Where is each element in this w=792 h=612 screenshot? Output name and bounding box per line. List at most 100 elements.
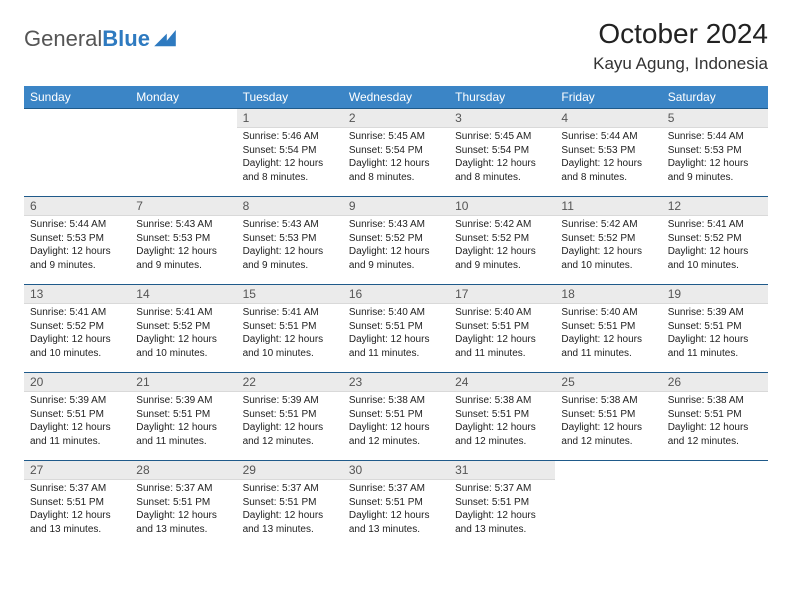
- day-number: 19: [662, 285, 768, 304]
- calendar-cell: 11Sunrise: 5:42 AMSunset: 5:52 PMDayligh…: [555, 197, 661, 285]
- calendar-cell: [24, 109, 130, 197]
- day-number: 3: [449, 109, 555, 128]
- month-title: October 2024: [593, 18, 768, 50]
- day-number: 26: [662, 373, 768, 392]
- day-details: Sunrise: 5:43 AMSunset: 5:53 PMDaylight:…: [237, 216, 343, 276]
- calendar-cell: 19Sunrise: 5:39 AMSunset: 5:51 PMDayligh…: [662, 285, 768, 373]
- calendar-cell: 1Sunrise: 5:46 AMSunset: 5:54 PMDaylight…: [237, 109, 343, 197]
- day-number: 16: [343, 285, 449, 304]
- day-details: Sunrise: 5:41 AMSunset: 5:52 PMDaylight:…: [662, 216, 768, 276]
- day-details: Sunrise: 5:39 AMSunset: 5:51 PMDaylight:…: [24, 392, 130, 452]
- calendar-cell: 9Sunrise: 5:43 AMSunset: 5:52 PMDaylight…: [343, 197, 449, 285]
- calendar-cell: 18Sunrise: 5:40 AMSunset: 5:51 PMDayligh…: [555, 285, 661, 373]
- weekday-header: Tuesday: [237, 86, 343, 109]
- day-details: Sunrise: 5:41 AMSunset: 5:51 PMDaylight:…: [237, 304, 343, 364]
- calendar-cell: 14Sunrise: 5:41 AMSunset: 5:52 PMDayligh…: [130, 285, 236, 373]
- day-details: Sunrise: 5:46 AMSunset: 5:54 PMDaylight:…: [237, 128, 343, 188]
- calendar-cell: 16Sunrise: 5:40 AMSunset: 5:51 PMDayligh…: [343, 285, 449, 373]
- day-number: 11: [555, 197, 661, 216]
- day-number: 24: [449, 373, 555, 392]
- day-details: Sunrise: 5:42 AMSunset: 5:52 PMDaylight:…: [449, 216, 555, 276]
- day-details: Sunrise: 5:44 AMSunset: 5:53 PMDaylight:…: [555, 128, 661, 188]
- day-details: Sunrise: 5:44 AMSunset: 5:53 PMDaylight:…: [662, 128, 768, 188]
- calendar-cell: 20Sunrise: 5:39 AMSunset: 5:51 PMDayligh…: [24, 373, 130, 461]
- logo-arrow-icon: [154, 30, 176, 48]
- day-details: Sunrise: 5:45 AMSunset: 5:54 PMDaylight:…: [449, 128, 555, 188]
- day-number: 8: [237, 197, 343, 216]
- calendar-cell: 30Sunrise: 5:37 AMSunset: 5:51 PMDayligh…: [343, 461, 449, 549]
- day-number: 21: [130, 373, 236, 392]
- calendar-cell: 5Sunrise: 5:44 AMSunset: 5:53 PMDaylight…: [662, 109, 768, 197]
- day-number: 5: [662, 109, 768, 128]
- calendar-cell: 6Sunrise: 5:44 AMSunset: 5:53 PMDaylight…: [24, 197, 130, 285]
- calendar-row: 27Sunrise: 5:37 AMSunset: 5:51 PMDayligh…: [24, 461, 768, 549]
- logo: GeneralBlue: [24, 18, 176, 52]
- day-details: Sunrise: 5:43 AMSunset: 5:52 PMDaylight:…: [343, 216, 449, 276]
- day-details: Sunrise: 5:45 AMSunset: 5:54 PMDaylight:…: [343, 128, 449, 188]
- calendar-cell: 21Sunrise: 5:39 AMSunset: 5:51 PMDayligh…: [130, 373, 236, 461]
- calendar-cell: 12Sunrise: 5:41 AMSunset: 5:52 PMDayligh…: [662, 197, 768, 285]
- day-details: Sunrise: 5:40 AMSunset: 5:51 PMDaylight:…: [555, 304, 661, 364]
- day-number: 29: [237, 461, 343, 480]
- day-number: 27: [24, 461, 130, 480]
- day-details: Sunrise: 5:43 AMSunset: 5:53 PMDaylight:…: [130, 216, 236, 276]
- day-number: 30: [343, 461, 449, 480]
- calendar-cell: 17Sunrise: 5:40 AMSunset: 5:51 PMDayligh…: [449, 285, 555, 373]
- day-details: Sunrise: 5:37 AMSunset: 5:51 PMDaylight:…: [130, 480, 236, 540]
- day-number: 9: [343, 197, 449, 216]
- weekday-header: Thursday: [449, 86, 555, 109]
- calendar-cell: [555, 461, 661, 549]
- day-details: Sunrise: 5:39 AMSunset: 5:51 PMDaylight:…: [662, 304, 768, 364]
- calendar-cell: 8Sunrise: 5:43 AMSunset: 5:53 PMDaylight…: [237, 197, 343, 285]
- calendar-cell: 2Sunrise: 5:45 AMSunset: 5:54 PMDaylight…: [343, 109, 449, 197]
- calendar-cell: 10Sunrise: 5:42 AMSunset: 5:52 PMDayligh…: [449, 197, 555, 285]
- weekday-header: Saturday: [662, 86, 768, 109]
- day-number: 12: [662, 197, 768, 216]
- logo-part1: General: [24, 26, 102, 51]
- day-details: Sunrise: 5:40 AMSunset: 5:51 PMDaylight:…: [343, 304, 449, 364]
- calendar-cell: 31Sunrise: 5:37 AMSunset: 5:51 PMDayligh…: [449, 461, 555, 549]
- day-number: 31: [449, 461, 555, 480]
- calendar-row: 6Sunrise: 5:44 AMSunset: 5:53 PMDaylight…: [24, 197, 768, 285]
- calendar-cell: 24Sunrise: 5:38 AMSunset: 5:51 PMDayligh…: [449, 373, 555, 461]
- day-details: Sunrise: 5:44 AMSunset: 5:53 PMDaylight:…: [24, 216, 130, 276]
- calendar-body: 1Sunrise: 5:46 AMSunset: 5:54 PMDaylight…: [24, 109, 768, 549]
- day-details: Sunrise: 5:37 AMSunset: 5:51 PMDaylight:…: [343, 480, 449, 540]
- day-number: 20: [24, 373, 130, 392]
- day-number: 17: [449, 285, 555, 304]
- day-number: 14: [130, 285, 236, 304]
- day-number: 22: [237, 373, 343, 392]
- day-details: Sunrise: 5:38 AMSunset: 5:51 PMDaylight:…: [555, 392, 661, 452]
- day-details: Sunrise: 5:37 AMSunset: 5:51 PMDaylight:…: [24, 480, 130, 540]
- weekday-header-row: SundayMondayTuesdayWednesdayThursdayFrid…: [24, 86, 768, 109]
- day-number: 10: [449, 197, 555, 216]
- calendar-cell: 23Sunrise: 5:38 AMSunset: 5:51 PMDayligh…: [343, 373, 449, 461]
- day-number: 25: [555, 373, 661, 392]
- calendar-cell: [662, 461, 768, 549]
- calendar-cell: 15Sunrise: 5:41 AMSunset: 5:51 PMDayligh…: [237, 285, 343, 373]
- day-details: Sunrise: 5:39 AMSunset: 5:51 PMDaylight:…: [130, 392, 236, 452]
- day-number: 15: [237, 285, 343, 304]
- calendar-cell: 29Sunrise: 5:37 AMSunset: 5:51 PMDayligh…: [237, 461, 343, 549]
- calendar-cell: 28Sunrise: 5:37 AMSunset: 5:51 PMDayligh…: [130, 461, 236, 549]
- logo-text: GeneralBlue: [24, 26, 150, 52]
- day-details: Sunrise: 5:38 AMSunset: 5:51 PMDaylight:…: [662, 392, 768, 452]
- day-number: 18: [555, 285, 661, 304]
- calendar-cell: 4Sunrise: 5:44 AMSunset: 5:53 PMDaylight…: [555, 109, 661, 197]
- day-number: 28: [130, 461, 236, 480]
- day-number: 7: [130, 197, 236, 216]
- calendar-cell: 7Sunrise: 5:43 AMSunset: 5:53 PMDaylight…: [130, 197, 236, 285]
- weekday-header: Friday: [555, 86, 661, 109]
- calendar-cell: 27Sunrise: 5:37 AMSunset: 5:51 PMDayligh…: [24, 461, 130, 549]
- logo-part2: Blue: [102, 26, 150, 51]
- day-number: 4: [555, 109, 661, 128]
- day-details: Sunrise: 5:40 AMSunset: 5:51 PMDaylight:…: [449, 304, 555, 364]
- calendar-row: 13Sunrise: 5:41 AMSunset: 5:52 PMDayligh…: [24, 285, 768, 373]
- day-details: Sunrise: 5:42 AMSunset: 5:52 PMDaylight:…: [555, 216, 661, 276]
- day-number: 23: [343, 373, 449, 392]
- calendar-cell: [130, 109, 236, 197]
- weekday-header: Monday: [130, 86, 236, 109]
- day-details: Sunrise: 5:38 AMSunset: 5:51 PMDaylight:…: [343, 392, 449, 452]
- calendar-cell: 25Sunrise: 5:38 AMSunset: 5:51 PMDayligh…: [555, 373, 661, 461]
- calendar-table: SundayMondayTuesdayWednesdayThursdayFrid…: [24, 86, 768, 549]
